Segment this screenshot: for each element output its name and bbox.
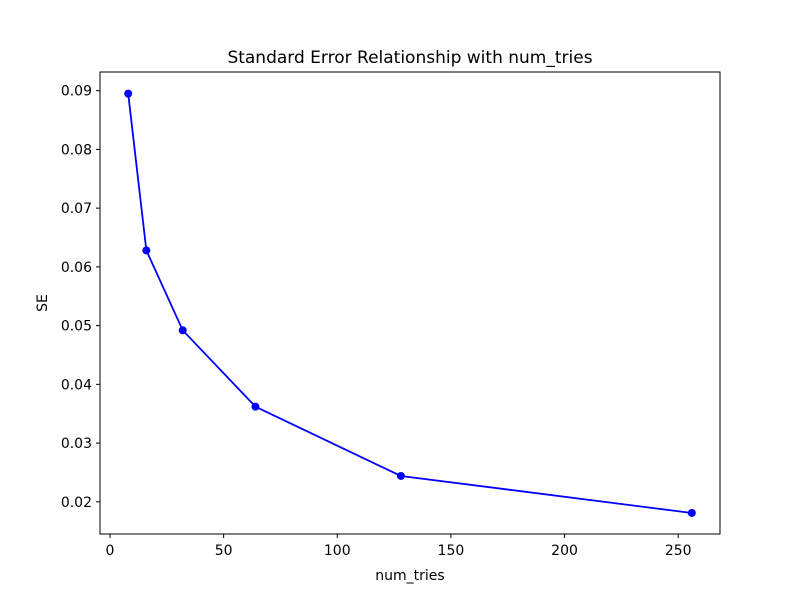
data-point-marker [251,402,260,411]
series-line [127,92,693,514]
x-axis-label: num_tries [375,568,444,584]
x-tick-label: 100 [324,543,351,559]
y-tick-label: 0.02 [61,495,92,511]
y-tick-label: 0.09 [61,84,92,100]
ticks-layer: 0 50 100 150 200 250 0.02 0.03 0.04 0.05 0.06 0.07 0… [61,84,692,559]
y-axis-label: SE [35,294,51,312]
axes-spines [99,71,721,535]
plot-area [100,72,720,534]
x-tick-label: 50 [215,543,233,559]
chart-title: Standard Error Relationship with num_tri… [227,48,592,68]
y-tick-label: 0.03 [61,436,92,452]
data-point-marker [687,508,696,517]
x-tick-label: 250 [665,543,692,559]
data-point-marker [178,326,187,335]
y-tick-label: 0.08 [61,142,92,158]
y-tick-label: 0.04 [61,377,92,393]
data-point-marker [142,246,151,255]
y-tick-label: 0.06 [61,260,92,276]
x-tick-label: 150 [438,543,465,559]
data-point-marker [124,89,133,98]
y-tick-label: 0.07 [61,201,92,217]
x-tick-label: 0 [106,543,115,559]
series-layer [124,89,696,517]
y-tick-label: 0.05 [61,319,92,335]
x-tick-label: 200 [551,543,578,559]
data-point-marker [396,471,405,480]
